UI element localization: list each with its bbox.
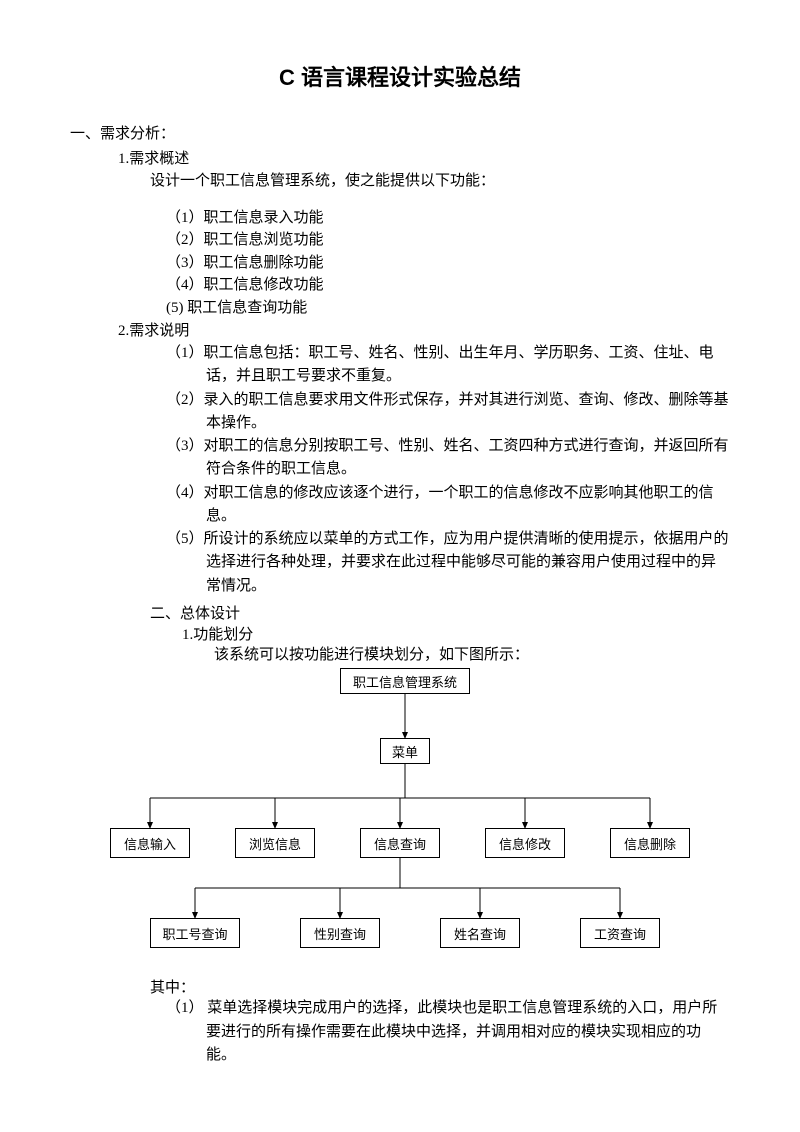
- diagram-node-menu: 菜单: [380, 738, 430, 764]
- section-2: 二、总体设计: [150, 602, 730, 623]
- req-overview-1: （1）职工信息录入功能: [166, 207, 730, 230]
- diagram-node-n5: 信息删除: [610, 828, 690, 858]
- diagram-node-root: 职工信息管理系统: [340, 668, 470, 694]
- diagram-node-q1: 职工号查询: [150, 918, 240, 948]
- req-overview-2: （2）职工信息浏览功能: [166, 229, 730, 252]
- module-diagram: 职工信息管理系统菜单信息输入 浏览信息 信息查询 信息修改 信息删除职工号查询 性别查询 姓…: [80, 668, 720, 968]
- req-detail-1: （1）职工信息包括：职工号、姓名、性别、出生年月、学历职务、工资、住址、电话，并…: [166, 342, 730, 389]
- section-1-1: 1.需求概述: [118, 147, 730, 168]
- section-2-1-intro: 该系统可以按功能进行模块划分，如下图所示：: [214, 644, 730, 667]
- req-overview-3: （3）职工信息删除功能: [166, 252, 730, 275]
- req-detail-2: （2）录入的职工信息要求用文件形式保存，并对其进行浏览、查询、修改、删除等基本操…: [166, 389, 730, 436]
- section-1: 一、需求分析：: [70, 122, 730, 143]
- page-title: C 语言课程设计实验总结: [70, 60, 730, 92]
- diagram-node-n4: 信息修改: [485, 828, 565, 858]
- diagram-node-q2: 性别查询: [300, 918, 380, 948]
- req-detail-3: （3）对职工的信息分别按职工号、性别、姓名、工资四种方式进行查询，并返回所有符合…: [166, 435, 730, 482]
- diagram-node-n2: 浏览信息: [235, 828, 315, 858]
- footer-item-1: （1） 菜单选择模块完成用户的选择，此模块也是职工信息管理系统的入口，用户所要进…: [166, 997, 730, 1067]
- req-detail-5: （5）所设计的系统应以菜单的方式工作，应为用户提供清晰的使用提示，依据用户的选择…: [166, 528, 730, 598]
- req-overview-5: (5) 职工信息查询功能: [166, 297, 730, 320]
- diagram-node-n1: 信息输入: [110, 828, 190, 858]
- diagram-node-q4: 工资查询: [580, 918, 660, 948]
- footer-head: 其中：: [150, 976, 730, 997]
- section-1-2: 2.需求说明: [118, 319, 730, 340]
- req-detail-4: （4）对职工信息的修改应该逐个进行，一个职工的信息修改不应影响其他职工的信息。: [166, 482, 730, 529]
- diagram-node-q3: 姓名查询: [440, 918, 520, 948]
- section-1-1-intro: 设计一个职工信息管理系统，使之能提供以下功能：: [150, 170, 730, 193]
- diagram-node-n3: 信息查询: [360, 828, 440, 858]
- req-overview-4: （4）职工信息修改功能: [166, 274, 730, 297]
- section-2-1: 1.功能划分: [182, 623, 730, 644]
